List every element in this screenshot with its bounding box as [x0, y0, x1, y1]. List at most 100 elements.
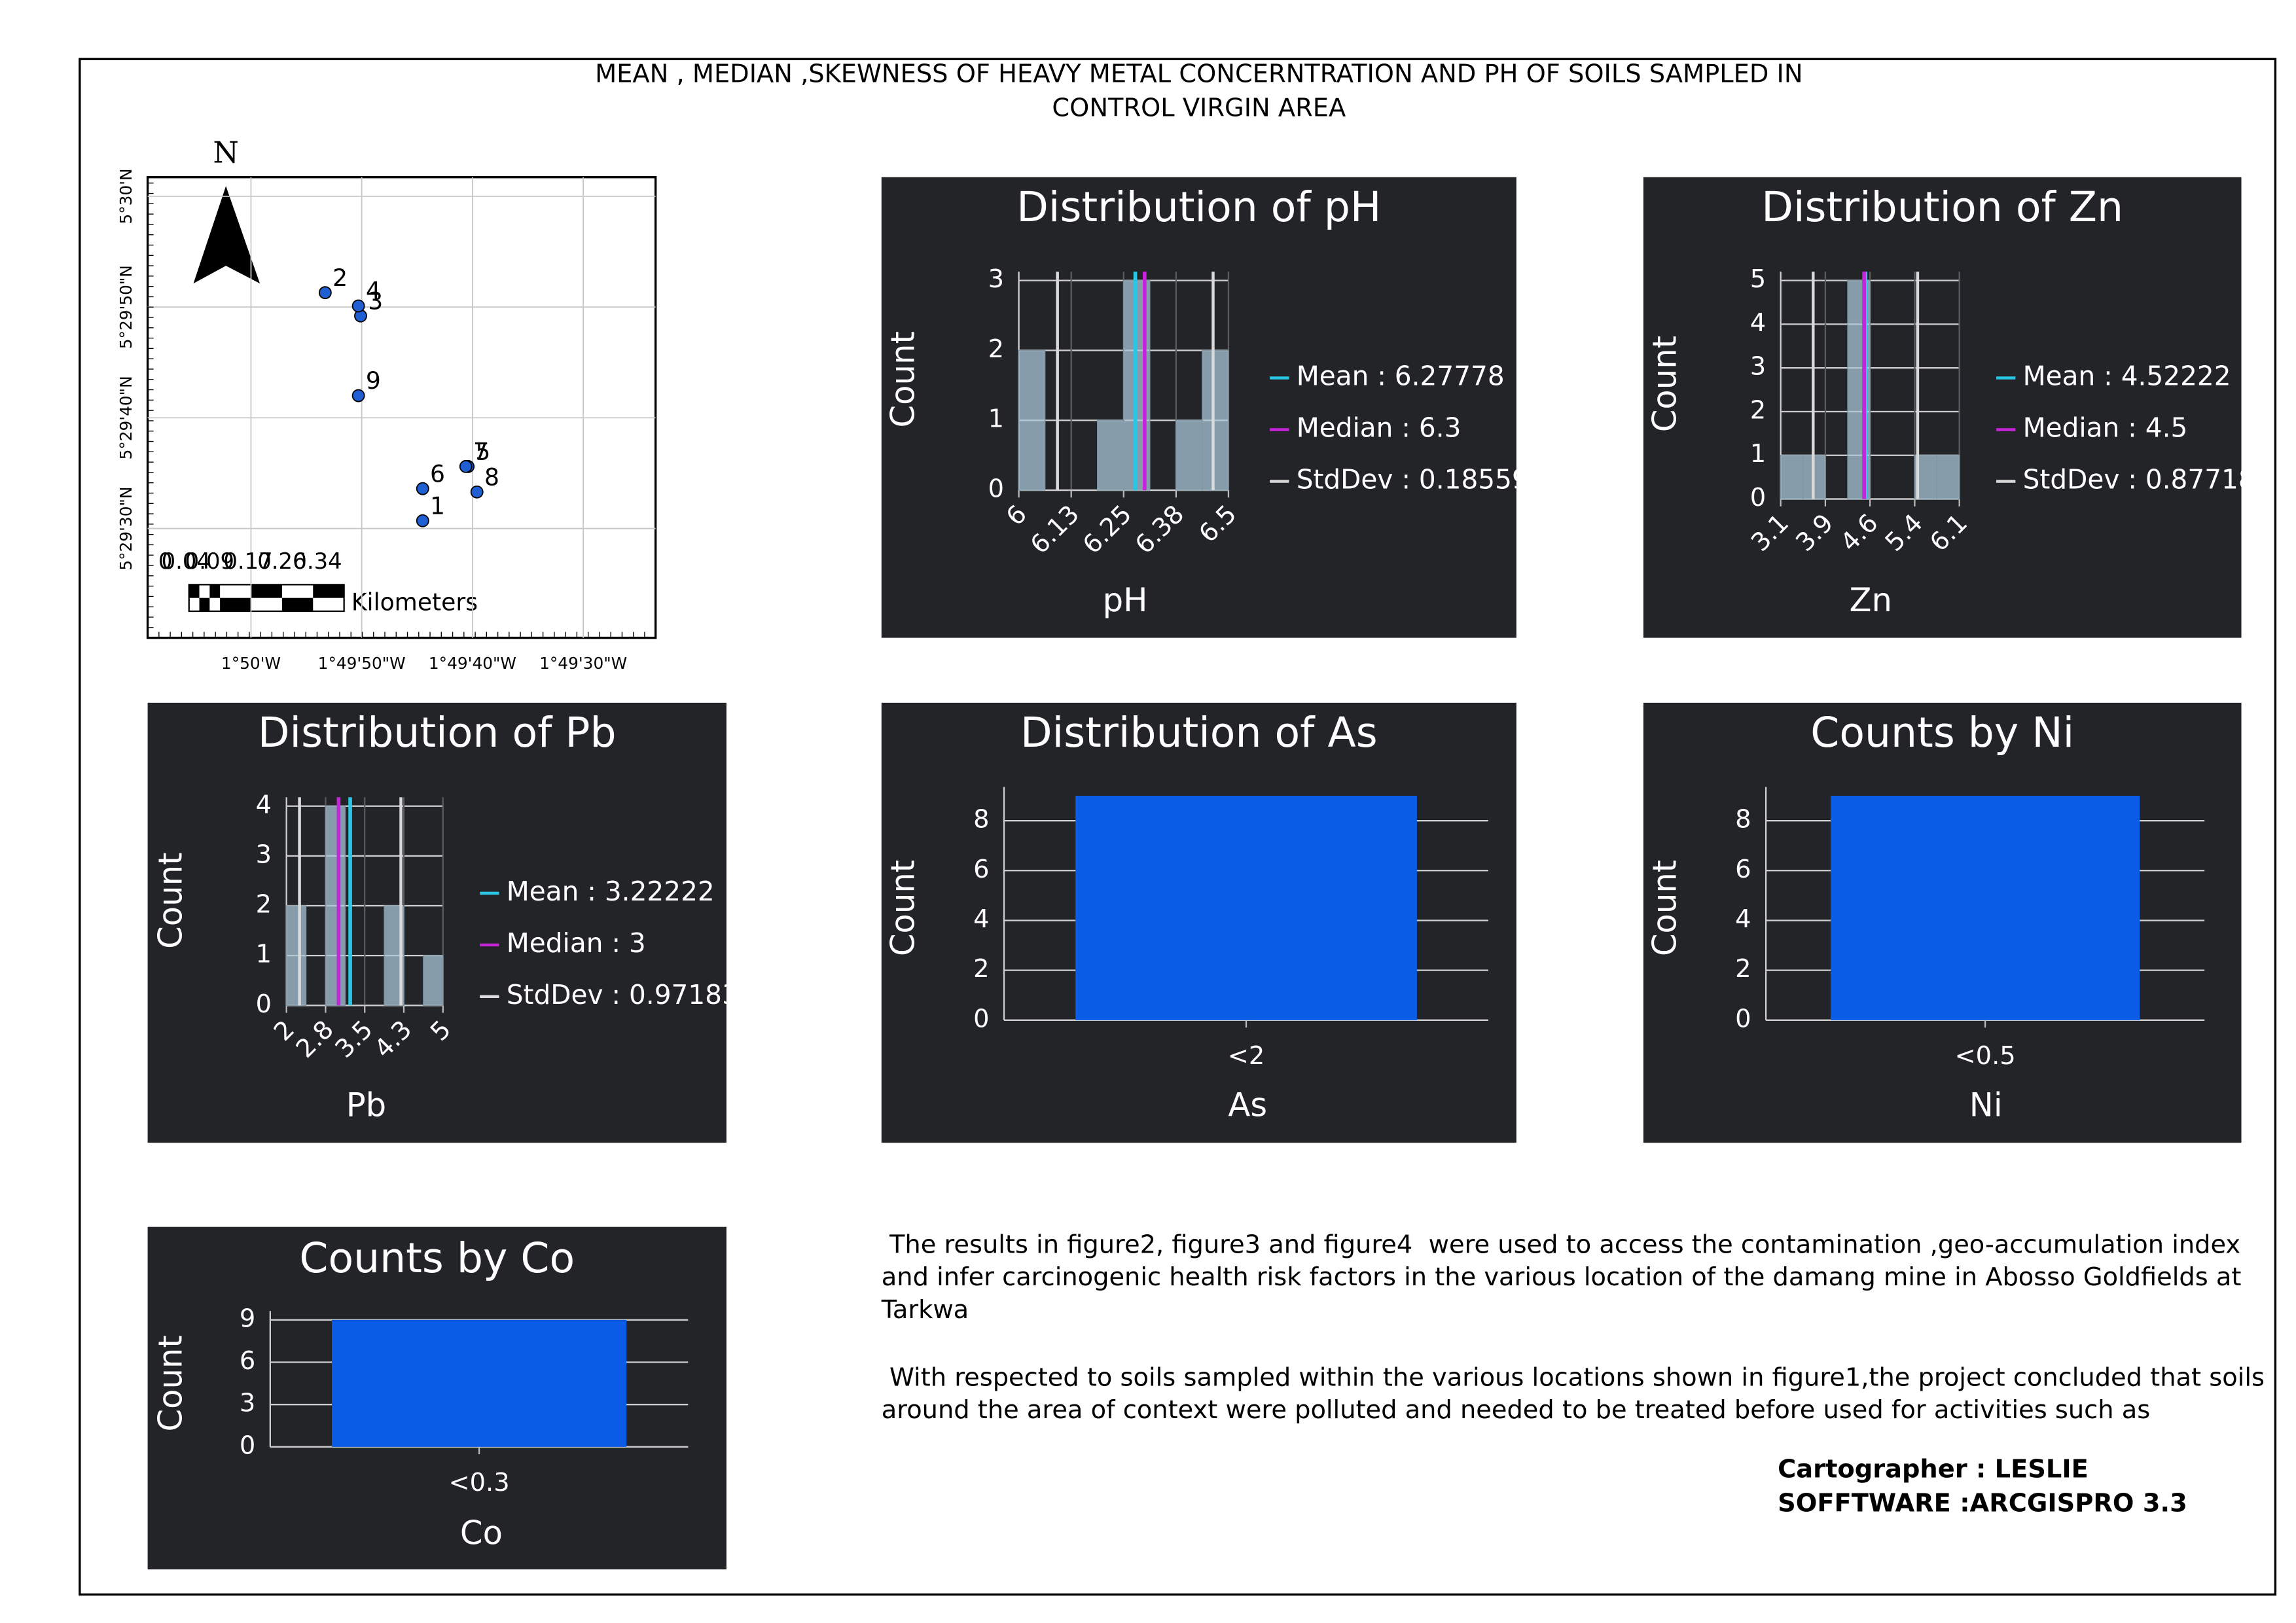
- y-tick-label: 1: [1750, 439, 1766, 469]
- sample-point: [318, 286, 332, 300]
- chart-title: Distribution of Zn: [1761, 183, 2123, 231]
- scale-bar-segment: [188, 584, 200, 598]
- x-axis-label: pH: [1103, 581, 1148, 619]
- sample-label: 8: [484, 463, 499, 491]
- scale-label: 0.17: [223, 548, 272, 574]
- legend-label: Mean : 3.22222: [507, 876, 715, 907]
- x-axis-label: Co: [460, 1514, 503, 1552]
- y-tick-label: 3: [256, 840, 272, 869]
- sample-label: 3: [368, 287, 383, 315]
- y-tick-label: 0: [973, 1004, 989, 1033]
- sample-label: 6: [430, 460, 445, 488]
- poster-title: CONTROL VIRGIN AREA: [1052, 93, 1346, 122]
- north-arrow: [193, 186, 260, 284]
- legend-label: Median : 3: [507, 927, 646, 959]
- y-axis-label: Count: [884, 860, 922, 956]
- y-tick-label: 0: [988, 474, 1004, 503]
- legend-label: StdDev : 0.87718: [2023, 463, 2255, 495]
- legend-label: Mean : 6.27778: [1297, 361, 1505, 392]
- histogram-bar: [1780, 455, 1804, 500]
- sample-label: 2: [332, 264, 348, 292]
- sample-point: [470, 485, 484, 499]
- bar: [1830, 795, 2140, 1020]
- y-axis-label: Count: [1645, 336, 1683, 432]
- scale-label: 0: [158, 548, 173, 574]
- y-tick-label: 6: [1735, 855, 1751, 884]
- sample-label: 7: [473, 438, 488, 466]
- map-y-tick-label: 5°29'40"N: [117, 376, 135, 459]
- y-tick-label: 3: [240, 1389, 255, 1418]
- x-tick-label: <0.5: [1955, 1041, 2016, 1071]
- scale-unit: Kilometers: [351, 589, 478, 616]
- sample-label: 5: [475, 438, 490, 466]
- x-axis-label: As: [1228, 1086, 1267, 1124]
- sample-label: 9: [366, 367, 381, 395]
- y-axis-label: Count: [1645, 860, 1683, 956]
- scale-label: 0.04: [162, 548, 211, 574]
- credit: SOFFTWARE :ARCGISPRO 3.3: [1778, 1488, 2187, 1518]
- y-tick-label: 2: [256, 890, 272, 919]
- chart-title: Counts by Co: [299, 1234, 575, 1282]
- x-axis-label: Pb: [346, 1086, 386, 1124]
- chart-panel: [881, 177, 1516, 638]
- legend-label: StdDev : 0.18559: [1297, 463, 1529, 495]
- y-tick-label: 4: [973, 904, 989, 934]
- x-tick-label: <0.3: [449, 1468, 510, 1497]
- y-tick-label: 0: [1735, 1004, 1751, 1033]
- y-axis-label: Count: [151, 1335, 189, 1431]
- y-axis-label: Count: [884, 331, 922, 427]
- scale-bar-segment: [220, 597, 251, 611]
- y-tick-label: 6: [240, 1346, 255, 1376]
- y-tick-label: 2: [1750, 395, 1766, 425]
- scale-label: 0.09: [185, 548, 234, 574]
- map-y-tick-label: 5°29'50"N: [117, 265, 135, 349]
- sample-label: 1: [430, 492, 445, 520]
- chart-panel: [147, 702, 726, 1143]
- map-y-tick-label: 5°30'N: [117, 168, 135, 224]
- histogram-bar: [285, 905, 307, 1006]
- scale-bar-segment: [199, 597, 210, 611]
- legend-label: Mean : 4.52222: [2023, 361, 2231, 392]
- scale-bar-segment: [313, 584, 344, 598]
- y-tick-label: 4: [1750, 308, 1766, 338]
- chart-title: Distribution of As: [1020, 708, 1378, 757]
- histogram-bar: [325, 806, 346, 1006]
- x-axis-label: Ni: [1969, 1086, 2003, 1124]
- credit: Cartographer : LESLIE: [1778, 1454, 2089, 1484]
- scale-label: 0.34: [293, 548, 342, 574]
- y-tick-label: 3: [1750, 352, 1766, 382]
- chart-panel: [1643, 177, 2242, 638]
- scale-bar-segment: [209, 584, 221, 598]
- y-tick-label: 2: [988, 334, 1004, 364]
- sample-point: [416, 514, 429, 527]
- chart-title: Counts by Ni: [1810, 708, 2074, 757]
- y-tick-label: 4: [1735, 904, 1751, 934]
- chart-title: Distribution of pH: [1016, 183, 1381, 231]
- histogram-bar: [1018, 349, 1046, 491]
- histogram-bar: [1202, 349, 1229, 491]
- paragraph-line: With respected to soils sampled within t…: [882, 1363, 2265, 1393]
- y-tick-label: 1: [988, 404, 1004, 434]
- y-tick-label: 9: [240, 1304, 255, 1333]
- poster-title: MEAN , MEDIAN ,SKEWNESS OF HEAVY METAL C…: [595, 60, 1803, 89]
- north-label: N: [213, 135, 238, 169]
- paragraph-line: Tarkwa: [881, 1295, 969, 1325]
- histogram-bar: [1097, 419, 1124, 491]
- y-tick-label: 1: [256, 940, 272, 969]
- legend-label: Median : 6.3: [1297, 412, 1462, 443]
- histogram-bar: [1175, 419, 1203, 491]
- sample-point: [351, 389, 365, 402]
- scale-label: 0.26: [257, 548, 306, 574]
- y-tick-label: 0: [240, 1431, 255, 1460]
- sample-point: [351, 299, 365, 313]
- map-x-tick-label: 1°49'50"W: [318, 654, 406, 673]
- y-axis-label: Count: [151, 852, 189, 948]
- x-axis-label: Zn: [1850, 581, 1892, 619]
- paragraph-line: around the area of context were polluted…: [882, 1395, 2150, 1425]
- scale-bar-segment: [251, 584, 282, 598]
- y-tick-label: 3: [988, 264, 1004, 294]
- poster-border: [79, 58, 2277, 1596]
- map-x-tick-label: 1°50'W: [221, 654, 281, 673]
- y-tick-label: 0: [256, 990, 272, 1019]
